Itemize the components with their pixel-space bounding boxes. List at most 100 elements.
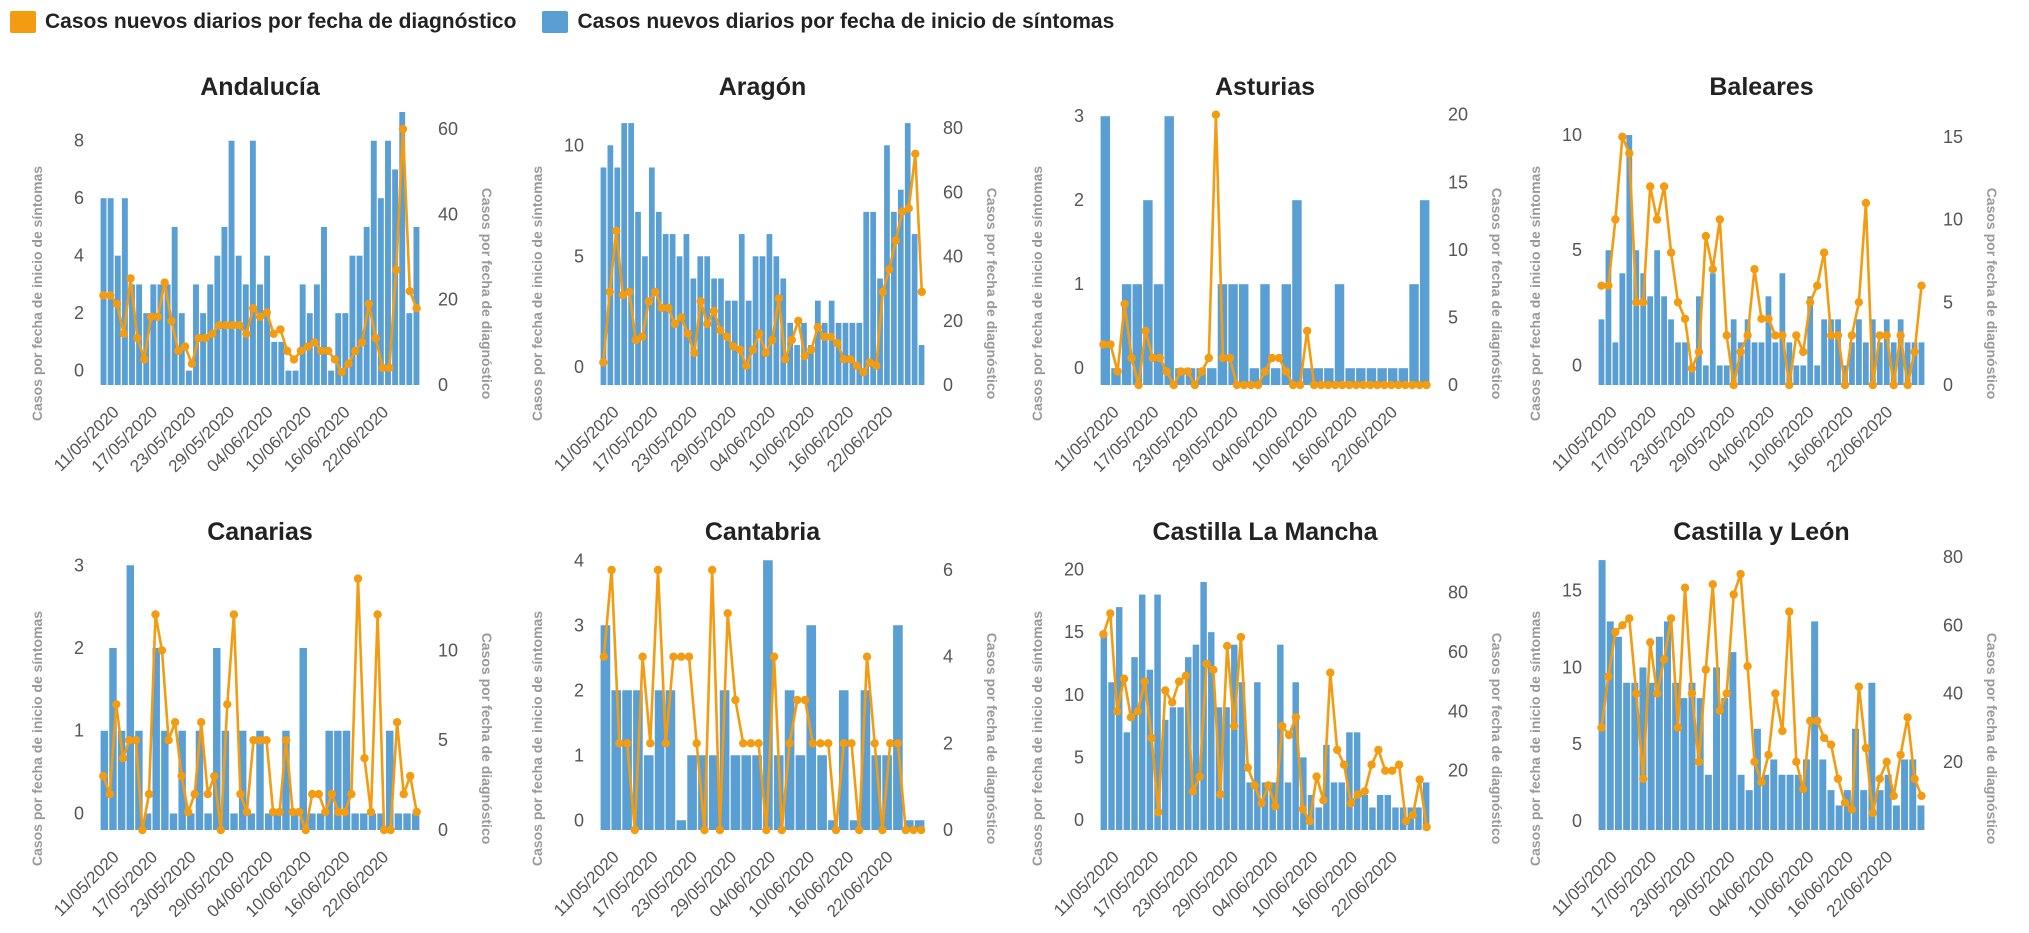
point-diagnosis xyxy=(1174,677,1184,686)
left-axis-tick: 10 xyxy=(564,135,584,155)
bar-symptoms xyxy=(1323,744,1330,830)
point-diagnosis xyxy=(214,321,224,330)
bar-symptoms xyxy=(1688,682,1696,830)
point-diagnosis xyxy=(607,565,616,575)
bar-symptoms xyxy=(1821,319,1827,385)
bar-symptoms xyxy=(730,755,741,830)
point-diagnosis xyxy=(1302,326,1312,336)
left-axis-tick: 0 xyxy=(74,361,84,381)
bar-symptoms xyxy=(1260,284,1270,385)
left-axis-tick: 0 xyxy=(1572,355,1582,375)
point-diagnosis xyxy=(1106,340,1115,349)
point-diagnosis xyxy=(891,236,900,245)
point-diagnosis xyxy=(1917,281,1926,290)
point-diagnosis xyxy=(1701,231,1711,241)
point-diagnosis xyxy=(1722,331,1731,340)
point-diagnosis xyxy=(327,789,336,799)
bar-symptoms xyxy=(1753,728,1761,830)
bar-symptoms xyxy=(1345,368,1355,385)
bar-symptoms xyxy=(600,167,607,385)
point-diagnosis xyxy=(1309,380,1319,390)
bar-symptoms xyxy=(1892,805,1900,830)
point-diagnosis xyxy=(703,319,712,329)
point-diagnosis xyxy=(1666,248,1676,257)
point-diagnosis xyxy=(1792,331,1801,340)
point-diagnosis xyxy=(112,299,122,309)
point-diagnosis xyxy=(1134,380,1143,390)
bar-symptoms xyxy=(918,345,925,385)
bar-symptoms xyxy=(247,813,256,830)
point-diagnosis xyxy=(1229,721,1239,731)
bar-symptoms xyxy=(377,813,385,830)
point-diagnosis xyxy=(846,355,855,364)
right-axis-tick: 5 xyxy=(1943,292,1953,312)
bar-symptoms xyxy=(1716,365,1723,385)
left-axis-tick: 15 xyxy=(1562,581,1582,601)
point-diagnosis xyxy=(357,338,367,347)
point-diagnosis xyxy=(126,274,135,283)
point-diagnosis xyxy=(1239,380,1249,390)
point-diagnosis xyxy=(599,358,608,367)
bar-symptoms xyxy=(1713,667,1721,830)
left-axis-tick: 2 xyxy=(574,680,584,700)
bar-symptoms xyxy=(221,730,230,830)
point-diagnosis xyxy=(347,789,356,799)
bar-symptoms xyxy=(622,690,632,830)
point-diagnosis xyxy=(1225,353,1235,363)
bar-symptoms xyxy=(914,820,925,830)
point-diagnosis xyxy=(392,718,402,727)
point-diagnosis xyxy=(793,695,802,705)
bar-symptoms xyxy=(273,813,282,830)
point-diagnosis xyxy=(344,359,353,368)
point-diagnosis xyxy=(1875,331,1885,340)
point-diagnosis xyxy=(625,287,634,297)
point-diagnosis xyxy=(308,789,317,799)
point-diagnosis xyxy=(373,610,382,619)
bar-symptoms xyxy=(1655,636,1663,830)
right-axis-tick: 60 xyxy=(1448,642,1468,662)
bar-symptoms xyxy=(1270,368,1281,385)
point-diagnosis xyxy=(1743,662,1752,671)
point-diagnosis xyxy=(1394,380,1403,390)
bar-symptoms xyxy=(698,755,708,830)
right-axis-tick: 20 xyxy=(1448,105,1468,125)
point-diagnosis xyxy=(170,718,180,727)
left-axis-tick: 10 xyxy=(1562,657,1582,677)
bar-symptoms xyxy=(321,226,327,385)
bar-symptoms xyxy=(299,284,306,385)
bar-symptoms xyxy=(1793,365,1800,385)
bar-symptoms xyxy=(787,322,794,385)
point-diagnosis xyxy=(1312,772,1321,781)
bar-symptoms xyxy=(1778,774,1786,830)
point-diagnosis xyxy=(1868,380,1878,390)
legend-item-diagnosis[interactable]: Casos nuevos diarios por fecha de diagnó… xyxy=(10,10,516,34)
point-diagnosis xyxy=(1903,713,1912,722)
chart-title: Canarias xyxy=(207,518,313,546)
bar-symptoms xyxy=(1143,200,1153,385)
point-diagnosis xyxy=(878,825,887,835)
bar-symptoms xyxy=(884,145,890,385)
bar-symptoms xyxy=(1169,707,1177,830)
bar-symptoms xyxy=(334,730,342,830)
left-axis-title: Casos por fecha de inicio de síntomas xyxy=(529,166,545,421)
point-diagnosis xyxy=(1253,380,1263,390)
bar-symptoms xyxy=(1633,250,1640,385)
point-diagnosis xyxy=(371,333,380,343)
point-diagnosis xyxy=(615,739,624,748)
bar-symptoms xyxy=(1800,365,1807,385)
legend-swatch-symptoms xyxy=(542,11,569,33)
bar-symptoms xyxy=(814,300,821,385)
point-diagnosis xyxy=(1120,299,1129,309)
left-axis-tick: 5 xyxy=(1572,734,1582,754)
bar-symptoms xyxy=(1281,284,1292,385)
bar-symptoms xyxy=(1897,319,1904,385)
point-diagnosis xyxy=(1331,380,1340,390)
bar-symptoms xyxy=(238,730,247,830)
bar-symptoms xyxy=(1324,368,1334,385)
point-diagnosis xyxy=(119,329,128,338)
point-diagnosis xyxy=(1274,353,1284,363)
bar-symptoms xyxy=(1827,790,1835,830)
legend-item-symptoms[interactable]: Casos nuevos diarios por fecha de inicio… xyxy=(542,10,1114,34)
point-diagnosis xyxy=(262,736,271,745)
point-diagnosis xyxy=(1896,750,1905,760)
